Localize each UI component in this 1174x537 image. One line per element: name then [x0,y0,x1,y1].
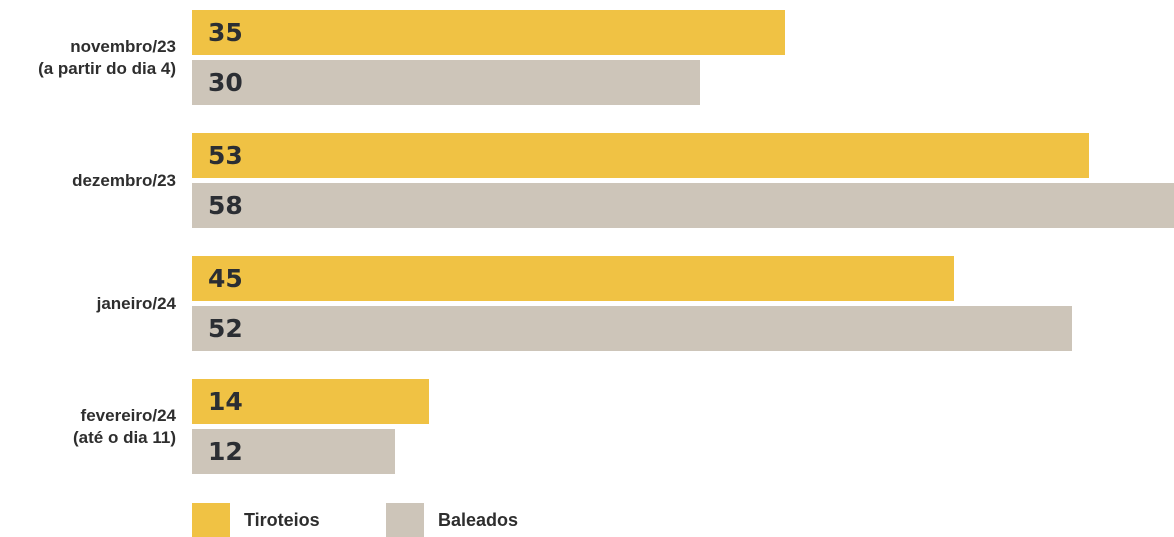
bar-value-label: 58 [208,191,243,220]
legend-label-tiroteios: Tiroteios [244,509,320,530]
category-label: dezembro/23 [0,170,176,192]
legend-item-tiroteios: Tiroteios [192,503,320,537]
bar-tiroteios: 35 [192,10,785,55]
bar-tiroteios: 45 [192,256,954,301]
bar-value-label: 52 [208,314,243,343]
legend-label-baleados: Baleados [438,509,519,530]
category-label-line: (a partir do dia 4) [38,58,176,78]
category-label-line: dezembro/23 [72,170,176,190]
bar-value-label: 35 [208,18,243,47]
bar-value-label: 53 [208,141,243,170]
bar-value-label: 45 [208,264,243,293]
category-label-line: janeiro/24 [96,293,176,313]
bar-baleados: 12 [192,429,396,474]
bar-baleados: 30 [192,60,700,105]
bar-value-label: 14 [208,387,243,416]
bar-tiroteios: 14 [192,379,430,424]
legend-item-baleados: Baleados [386,503,518,537]
category-label-line: fevereiro/24 [80,405,176,425]
bar-tiroteios: 53 [192,133,1090,178]
category-label: janeiro/24 [0,293,176,315]
category-label-line: novembro/23 [70,36,176,56]
bar-value-label: 30 [208,68,243,97]
category-label: novembro/23 (a partir do dia 4) [0,36,176,80]
bar-baleados: 52 [192,306,1073,351]
legend-swatch-baleados [386,503,424,537]
bar-baleados: 58 [192,183,1174,228]
category-label: fevereiro/24 (até o dia 11) [0,405,176,449]
category-label-line: (até o dia 11) [73,427,176,447]
legend-swatch-tiroteios [192,503,230,537]
bar-value-label: 12 [208,437,243,466]
